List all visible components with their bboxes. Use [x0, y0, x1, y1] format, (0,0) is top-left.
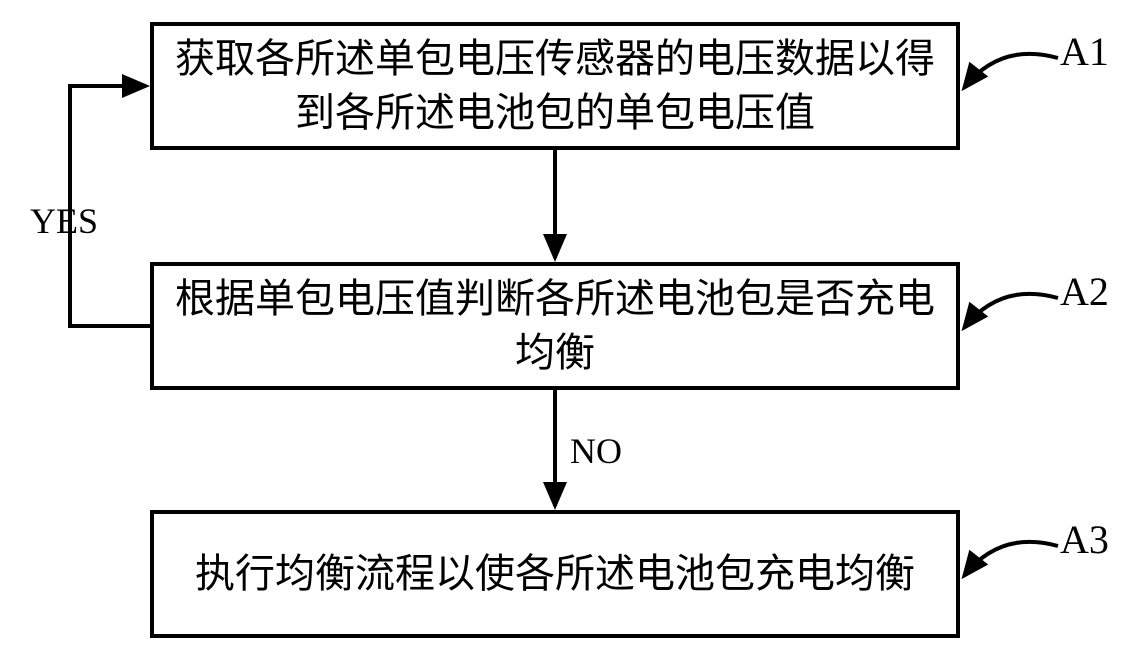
edge-label-no: NO	[570, 430, 622, 472]
callout-a3	[964, 542, 1058, 576]
callout-a1	[964, 54, 1058, 88]
node-a2-text: 根据单包电压值判断各所述电池包是否充电均衡	[174, 272, 936, 380]
callout-a2	[964, 294, 1058, 328]
flowchart-canvas: 获取各所述单包电压传感器的电压数据以得到各所述电池包的单包电压值 根据单包电压值…	[0, 0, 1138, 663]
node-a1: 获取各所述单包电压传感器的电压数据以得到各所述电池包的单包电压值	[150, 22, 960, 150]
node-a2: 根据单包电压值判断各所述电池包是否充电均衡	[150, 262, 960, 390]
node-a3: 执行均衡流程以使各所述电池包充电均衡	[150, 510, 960, 638]
edge-label-yes: YES	[30, 200, 98, 242]
step-label-a3: A3	[1060, 516, 1109, 563]
step-label-a1: A1	[1060, 28, 1109, 75]
node-a1-text: 获取各所述单包电压传感器的电压数据以得到各所述电池包的单包电压值	[174, 32, 936, 140]
node-a3-text: 执行均衡流程以使各所述电池包充电均衡	[195, 547, 915, 601]
step-label-a2: A2	[1060, 268, 1109, 315]
